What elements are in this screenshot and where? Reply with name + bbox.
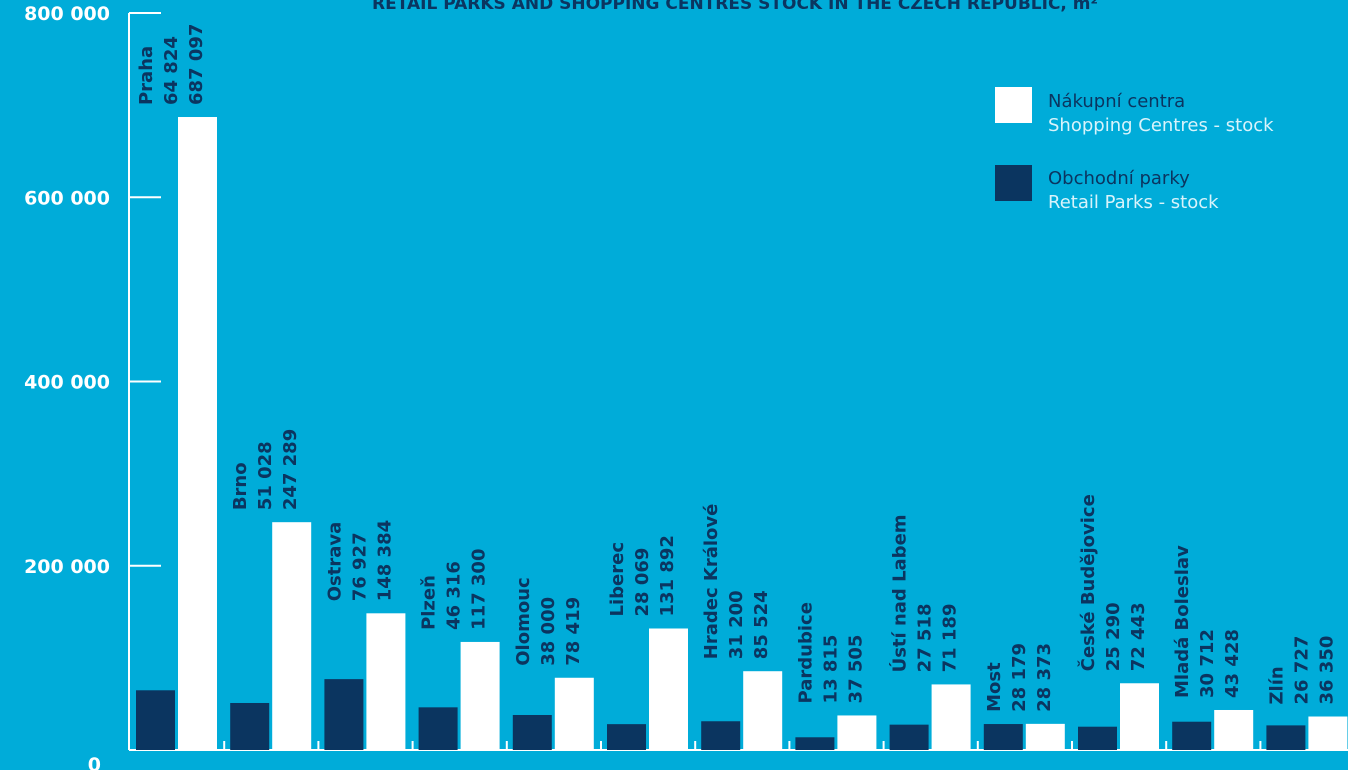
- bar-shopping-centres: [649, 628, 688, 750]
- bar-shopping-centres: [1308, 717, 1347, 750]
- bar-shopping-centres: [743, 671, 782, 750]
- value-label-retail-parks: 28 179: [1009, 643, 1030, 712]
- legend-label-retail-parks-en: Retail Parks - stock: [1048, 192, 1219, 213]
- value-label-retail-parks: 76 927: [349, 532, 370, 601]
- bar-shopping-centres: [1120, 683, 1159, 750]
- value-label-shopping-centres: 28 373: [1034, 643, 1055, 712]
- category-label: Olomouc: [513, 577, 534, 665]
- value-label-retail-parks: 25 290: [1103, 602, 1124, 671]
- value-label-shopping-centres: 36 350: [1316, 636, 1337, 705]
- legend-swatch-retail-parks: [995, 165, 1032, 201]
- value-label-shopping-centres: 37 505: [845, 635, 866, 704]
- legend-label-shopping-centres-cz: Nákupní centra: [1048, 91, 1185, 112]
- bar-shopping-centres: [555, 678, 594, 750]
- value-label-retail-parks: 28 069: [632, 548, 653, 617]
- y-tick-label: 0: [88, 754, 101, 770]
- value-label-retail-parks: 30 712: [1197, 629, 1218, 698]
- value-label-shopping-centres: 148 384: [374, 520, 395, 601]
- bar-retail-parks: [136, 690, 175, 750]
- bar-shopping-centres: [272, 522, 311, 750]
- value-label-retail-parks: 46 316: [444, 561, 465, 630]
- value-label-retail-parks: 26 727: [1291, 636, 1312, 705]
- bar-shopping-centres: [837, 715, 876, 750]
- legend: Nákupní centra Shopping Centres - stock …: [995, 87, 1274, 213]
- bar-retail-parks: [607, 724, 646, 750]
- bar-retail-parks: [984, 724, 1023, 750]
- category-label: České Budějovice: [1077, 494, 1099, 671]
- category-label: Plzeň: [419, 575, 440, 630]
- chart-title: RETAIL PARKS AND SHOPPING CENTRES STOCK …: [372, 0, 1098, 14]
- value-label-shopping-centres: 43 428: [1222, 629, 1243, 698]
- legend-label-shopping-centres-en: Shopping Centres - stock: [1048, 115, 1274, 136]
- value-label-shopping-centres: 131 892: [657, 535, 678, 616]
- value-label-shopping-centres: 247 289: [280, 429, 301, 510]
- bar-retail-parks: [1266, 725, 1305, 750]
- bar-shopping-centres: [1214, 710, 1253, 750]
- bar-retail-parks: [1172, 722, 1211, 750]
- y-tick-label: 200 000: [24, 556, 110, 578]
- value-label-retail-parks: 31 200: [726, 590, 747, 659]
- category-label: Most: [984, 662, 1005, 712]
- bar-retail-parks: [890, 725, 929, 750]
- bar-retail-parks: [513, 715, 552, 750]
- bar-retail-parks: [230, 703, 269, 750]
- bar-retail-parks: [701, 721, 740, 750]
- category-label: Pardubice: [795, 602, 816, 703]
- bar-shopping-centres: [366, 613, 405, 750]
- value-label-shopping-centres: 85 524: [751, 590, 772, 659]
- value-label-shopping-centres: 687 097: [186, 24, 207, 105]
- category-label: Mladá Boleslav: [1172, 545, 1193, 698]
- y-tick-label: 400 000: [24, 372, 110, 394]
- bar-retail-parks: [324, 679, 363, 750]
- value-label-shopping-centres: 117 300: [469, 549, 490, 630]
- y-tick-label: 600 000: [24, 187, 110, 209]
- category-label: Hradec Králové: [701, 504, 722, 660]
- bar-retail-parks: [795, 737, 834, 750]
- y-tick-label: 800 000: [24, 3, 110, 25]
- bar-retail-parks: [419, 707, 458, 750]
- bar-shopping-centres: [178, 117, 217, 750]
- bar-shopping-centres: [932, 684, 971, 750]
- value-label-shopping-centres: 72 443: [1128, 602, 1149, 671]
- value-label-retail-parks: 13 815: [820, 635, 841, 704]
- category-label: Praha: [136, 46, 157, 105]
- value-label-retail-parks: 64 824: [161, 36, 182, 105]
- category-label: Ostrava: [324, 522, 345, 602]
- bar-shopping-centres: [1026, 724, 1065, 750]
- value-label-retail-parks: 38 000: [538, 597, 559, 666]
- category-label: Brno: [230, 462, 251, 510]
- value-label-retail-parks: 51 028: [255, 441, 276, 510]
- legend-label-retail-parks-cz: Obchodní parky: [1048, 168, 1190, 189]
- category-label: Zlín: [1266, 666, 1287, 704]
- bar-shopping-centres: [461, 642, 500, 750]
- value-label-shopping-centres: 71 189: [940, 604, 961, 673]
- category-label: Liberec: [607, 542, 628, 617]
- bar-retail-parks: [1078, 727, 1117, 750]
- legend-swatch-shopping-centres: [995, 87, 1032, 123]
- value-label-retail-parks: 27 518: [915, 604, 936, 673]
- category-label: Ústí nad Labem: [889, 514, 911, 672]
- value-label-shopping-centres: 78 419: [563, 597, 584, 666]
